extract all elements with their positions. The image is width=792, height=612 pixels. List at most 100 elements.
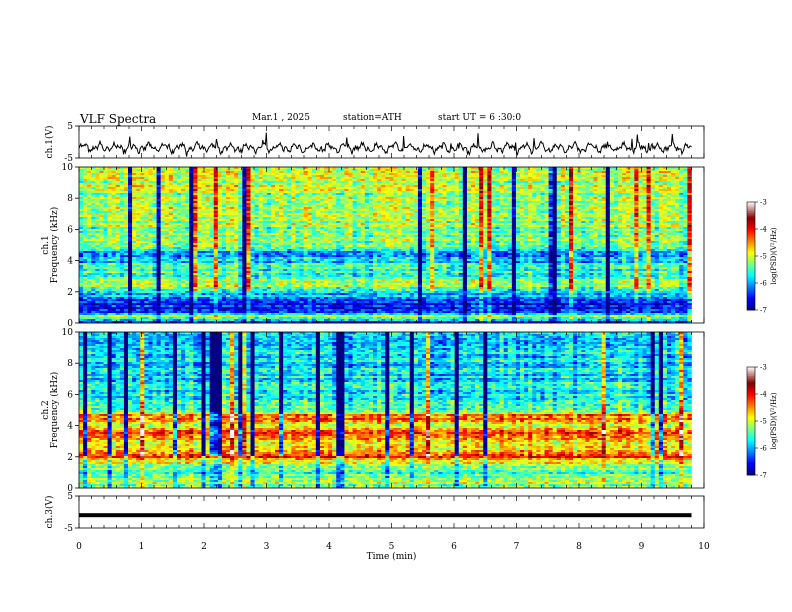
spectrogram-cell — [169, 219, 173, 221]
spectrogram-cell — [393, 179, 397, 181]
spectrogram-cell — [120, 179, 124, 181]
spectrogram-cell — [536, 229, 540, 231]
spectrogram-cell — [426, 209, 430, 211]
spectrogram-cell — [349, 179, 353, 181]
spectrogram-cell — [120, 225, 124, 227]
spectrogram-cell — [153, 221, 157, 223]
spectrogram-cell — [561, 193, 565, 195]
spectrogram-cell — [463, 181, 467, 183]
spectrogram-cell — [561, 195, 565, 197]
spectrogram-cell — [467, 229, 471, 231]
spectrogram-cell — [157, 179, 161, 181]
spectrogram-cell — [406, 195, 410, 197]
spectrogram-cell — [83, 201, 87, 203]
spectrogram-cell — [557, 225, 561, 227]
spectrogram-cell — [365, 187, 369, 189]
spectrogram-cell — [410, 225, 414, 227]
spectrogram-cell — [524, 227, 528, 229]
spectrogram-cell — [304, 185, 308, 187]
spectrogram-cell — [283, 213, 287, 215]
spectrogram-cell — [361, 171, 365, 173]
spectrogram-cell — [287, 231, 291, 233]
spectrogram-cell — [569, 205, 573, 207]
spectrogram-cell — [447, 169, 451, 171]
spectrogram-cell — [255, 201, 259, 203]
spectrogram-cell — [643, 217, 647, 219]
spectrogram-cell — [683, 179, 687, 181]
spectrogram-cell — [430, 171, 434, 173]
spectrogram-cell — [332, 171, 336, 173]
spectrogram-cell — [426, 203, 430, 205]
spectrogram-cell — [614, 173, 618, 175]
spectrogram-cell — [549, 187, 553, 189]
spectrogram-cell — [663, 211, 667, 213]
spectrogram-cell — [581, 187, 585, 189]
spectrogram-cell — [545, 203, 549, 205]
spectrogram-cell — [430, 227, 434, 229]
spectrogram-cell — [516, 193, 520, 195]
spectrogram-cell — [316, 177, 320, 179]
spectrogram-cell — [455, 207, 459, 209]
spectrogram-cell — [234, 213, 238, 215]
spectrogram-cell — [402, 187, 406, 189]
spectrogram-cell — [398, 173, 402, 175]
spectrogram-cell — [271, 191, 275, 193]
spectrogram-cell — [557, 177, 561, 179]
spectrogram-cell — [340, 203, 344, 205]
spectrogram-cell — [434, 189, 438, 191]
spectrogram-cell — [246, 189, 250, 191]
spectrogram-cell — [634, 203, 638, 205]
spectrogram-cell — [655, 199, 659, 201]
spectrogram-cell — [585, 211, 589, 213]
spectrogram-cell — [451, 207, 455, 209]
spectrogram-cell — [161, 191, 165, 193]
spectrogram-cell — [295, 201, 299, 203]
spectrogram-cell — [602, 191, 606, 193]
spectrogram-cell — [377, 219, 381, 221]
spectrogram-cell — [210, 183, 214, 185]
spectrogram-cell — [528, 211, 532, 213]
spectrogram-cell — [246, 223, 250, 225]
spectrogram-cell — [312, 219, 316, 221]
spectrogram-cell — [426, 179, 430, 181]
spectrogram-cell — [655, 187, 659, 189]
spectrogram-cell — [622, 203, 626, 205]
spectrogram-cell — [659, 185, 663, 187]
spectrogram-cell — [308, 213, 312, 215]
spectrogram-cell — [136, 207, 140, 209]
spectrogram-cell — [381, 191, 385, 193]
spectrogram-cell — [185, 219, 189, 221]
spectrogram-cell — [467, 181, 471, 183]
spectrogram-cell — [549, 221, 553, 223]
spectrogram-cell — [459, 213, 463, 215]
spectrogram-cell — [545, 177, 549, 179]
spectrogram-cell — [675, 189, 679, 191]
spectrogram-cell — [373, 215, 377, 217]
spectrogram-cell — [651, 213, 655, 215]
spectrogram-cell — [202, 193, 206, 195]
spectrogram-cell — [459, 173, 463, 175]
spectrogram-cell — [385, 231, 389, 233]
spectrogram-cell — [536, 217, 540, 219]
spectrogram-cell — [332, 225, 336, 227]
spectrogram-cell — [120, 191, 124, 193]
spectrogram-cell — [181, 203, 185, 205]
spectrogram-cell — [365, 191, 369, 193]
spectrogram-cell — [687, 223, 691, 225]
spectrogram-cell — [418, 225, 422, 227]
spectrogram-cell — [500, 221, 504, 223]
spectrogram-cell — [132, 223, 136, 225]
spectrogram-cell — [275, 199, 279, 201]
spectrogram-cell — [581, 213, 585, 215]
spectrogram-cell — [295, 205, 299, 207]
spectrogram-cell — [614, 189, 618, 191]
spectrogram-cell — [185, 175, 189, 177]
spectrogram-cell — [410, 195, 414, 197]
spectrogram-cell — [222, 183, 226, 185]
spectrogram-cell — [222, 189, 226, 191]
spectrogram-cell — [651, 229, 655, 231]
spectrogram-cell — [79, 205, 83, 207]
spectrogram-cell — [226, 225, 230, 227]
spectrogram-cell — [124, 217, 128, 219]
spectrogram-cell — [442, 175, 446, 177]
